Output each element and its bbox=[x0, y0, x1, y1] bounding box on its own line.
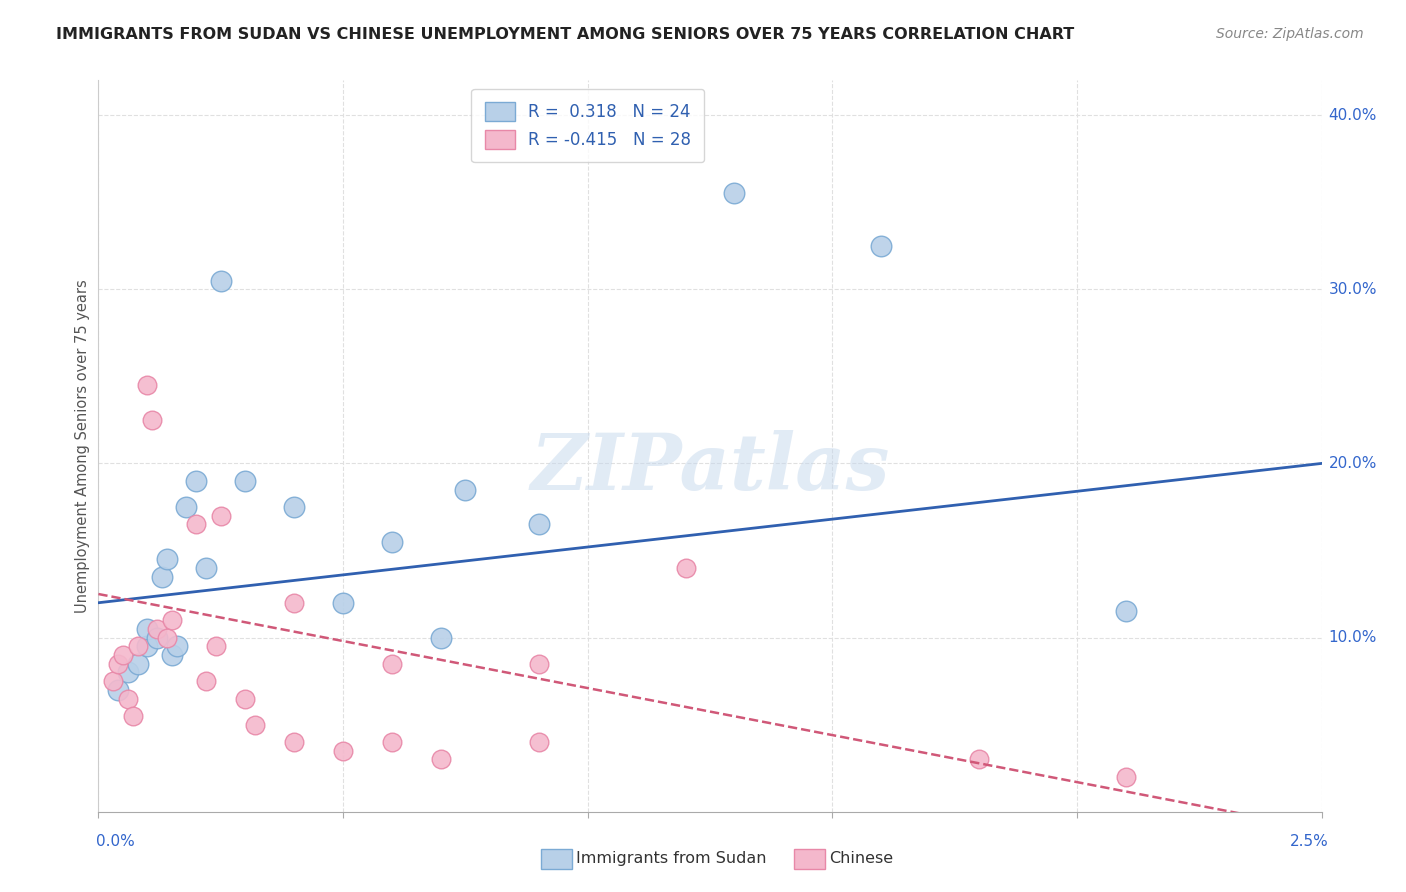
Point bbox=[141, 413, 163, 427]
Point bbox=[430, 752, 453, 766]
Point bbox=[195, 561, 218, 575]
Text: 40.0%: 40.0% bbox=[1329, 108, 1376, 122]
Point bbox=[332, 596, 354, 610]
Text: IMMIGRANTS FROM SUDAN VS CHINESE UNEMPLOYMENT AMONG SENIORS OVER 75 YEARS CORREL: IMMIGRANTS FROM SUDAN VS CHINESE UNEMPLO… bbox=[56, 27, 1074, 42]
Point bbox=[233, 691, 256, 706]
Point bbox=[233, 474, 256, 488]
Point bbox=[101, 674, 124, 689]
Text: 20.0%: 20.0% bbox=[1329, 456, 1376, 471]
Point bbox=[283, 596, 305, 610]
Point bbox=[1115, 770, 1137, 784]
Point bbox=[107, 657, 129, 671]
Point bbox=[675, 561, 697, 575]
Point bbox=[111, 648, 134, 662]
Point bbox=[136, 622, 159, 636]
Point bbox=[332, 744, 354, 758]
Point bbox=[127, 657, 149, 671]
Text: 0.0%: 0.0% bbox=[96, 834, 135, 849]
Point bbox=[136, 640, 159, 654]
Point bbox=[121, 709, 143, 723]
Point bbox=[527, 657, 550, 671]
Point bbox=[1115, 604, 1137, 618]
Text: 10.0%: 10.0% bbox=[1329, 630, 1376, 645]
Point bbox=[136, 378, 159, 392]
Point bbox=[381, 735, 404, 749]
Point bbox=[454, 483, 477, 497]
Point bbox=[166, 640, 188, 654]
Point bbox=[186, 517, 208, 532]
Point bbox=[283, 735, 305, 749]
Point bbox=[160, 613, 183, 627]
Point bbox=[186, 474, 208, 488]
Point bbox=[381, 657, 404, 671]
Point bbox=[381, 534, 404, 549]
Text: Chinese: Chinese bbox=[830, 852, 894, 866]
Point bbox=[146, 622, 169, 636]
Text: Source: ZipAtlas.com: Source: ZipAtlas.com bbox=[1216, 27, 1364, 41]
Point bbox=[176, 500, 198, 514]
Text: 30.0%: 30.0% bbox=[1329, 282, 1376, 297]
Point bbox=[117, 665, 139, 680]
Point bbox=[967, 752, 990, 766]
Point bbox=[209, 508, 232, 523]
Point bbox=[150, 569, 173, 583]
Point bbox=[195, 674, 218, 689]
Point bbox=[156, 631, 179, 645]
Point bbox=[209, 274, 232, 288]
Text: ZIPatlas: ZIPatlas bbox=[530, 430, 890, 506]
Point bbox=[127, 640, 149, 654]
Point bbox=[243, 717, 266, 731]
Point bbox=[205, 640, 228, 654]
Y-axis label: Unemployment Among Seniors over 75 years: Unemployment Among Seniors over 75 years bbox=[75, 279, 90, 613]
Point bbox=[160, 648, 183, 662]
Text: Immigrants from Sudan: Immigrants from Sudan bbox=[576, 852, 766, 866]
Point bbox=[723, 186, 745, 201]
Point bbox=[527, 735, 550, 749]
Legend: R =  0.318   N = 24, R = -0.415   N = 28: R = 0.318 N = 24, R = -0.415 N = 28 bbox=[471, 88, 704, 162]
Point bbox=[283, 500, 305, 514]
Point bbox=[117, 691, 139, 706]
Point bbox=[146, 631, 169, 645]
Point bbox=[527, 517, 550, 532]
Point bbox=[870, 238, 893, 252]
Point bbox=[430, 631, 453, 645]
Point bbox=[156, 552, 179, 566]
Text: 2.5%: 2.5% bbox=[1289, 834, 1329, 849]
Point bbox=[107, 682, 129, 697]
